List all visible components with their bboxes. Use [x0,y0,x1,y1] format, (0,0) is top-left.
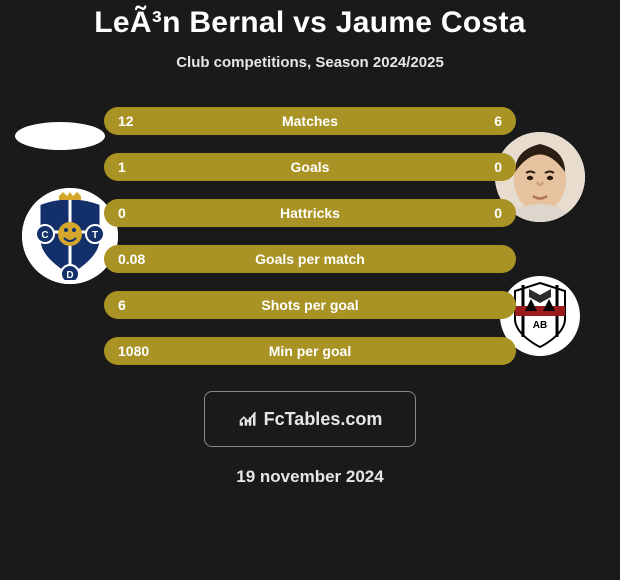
stat-value-left: 1080 [118,343,188,359]
watermark-text: FcTables.com [264,409,383,430]
player-photo-left-placeholder [15,122,105,150]
svg-text:C: C [41,230,48,241]
svg-text:D: D [66,270,73,280]
svg-text:T: T [92,230,98,241]
stat-value-left: 0 [118,205,188,221]
stat-value-right: 6 [432,113,502,129]
page-title: LeÃ³n Bernal vs Jaume Costa [94,6,526,40]
svg-text:AB: AB [533,320,547,331]
stat-row: 0 Hattricks 0 [104,199,516,227]
watermark-badge: FcTables.com [204,391,416,447]
stat-value-left: 6 [118,297,188,313]
shield-icon: AB [511,281,569,351]
stat-value-right: 0 [432,205,502,221]
stat-value-left: 0.08 [118,251,188,267]
stat-label: Hattricks [188,205,432,221]
infographic-date: 19 november 2024 [236,467,383,487]
page-subtitle: Club competitions, Season 2024/2025 [176,54,444,71]
stat-value-left: 12 [118,113,188,129]
stat-label: Goals [188,159,432,175]
stat-row: 0.08 Goals per match [104,245,516,273]
stat-label: Min per goal [188,343,432,359]
stat-row: 1 Goals 0 [104,153,516,181]
chart-icon [238,409,258,429]
stat-label: Matches [188,113,432,129]
stat-row: 6 Shots per goal [104,291,516,319]
stats-list: 12 Matches 6 1 Goals 0 0 Hattricks 0 0.0… [104,107,516,365]
stat-row: 12 Matches 6 [104,107,516,135]
shield-icon: C T D [31,192,109,280]
stat-row: 1080 Min per goal [104,337,516,365]
infographic-root: LeÃ³n Bernal vs Jaume Costa Club competi… [0,0,620,580]
stat-value-right: 0 [432,159,502,175]
stat-label: Goals per match [188,251,432,267]
stat-value-left: 1 [118,159,188,175]
stat-label: Shots per goal [188,297,432,313]
club-badge-left: C T D [20,180,120,292]
